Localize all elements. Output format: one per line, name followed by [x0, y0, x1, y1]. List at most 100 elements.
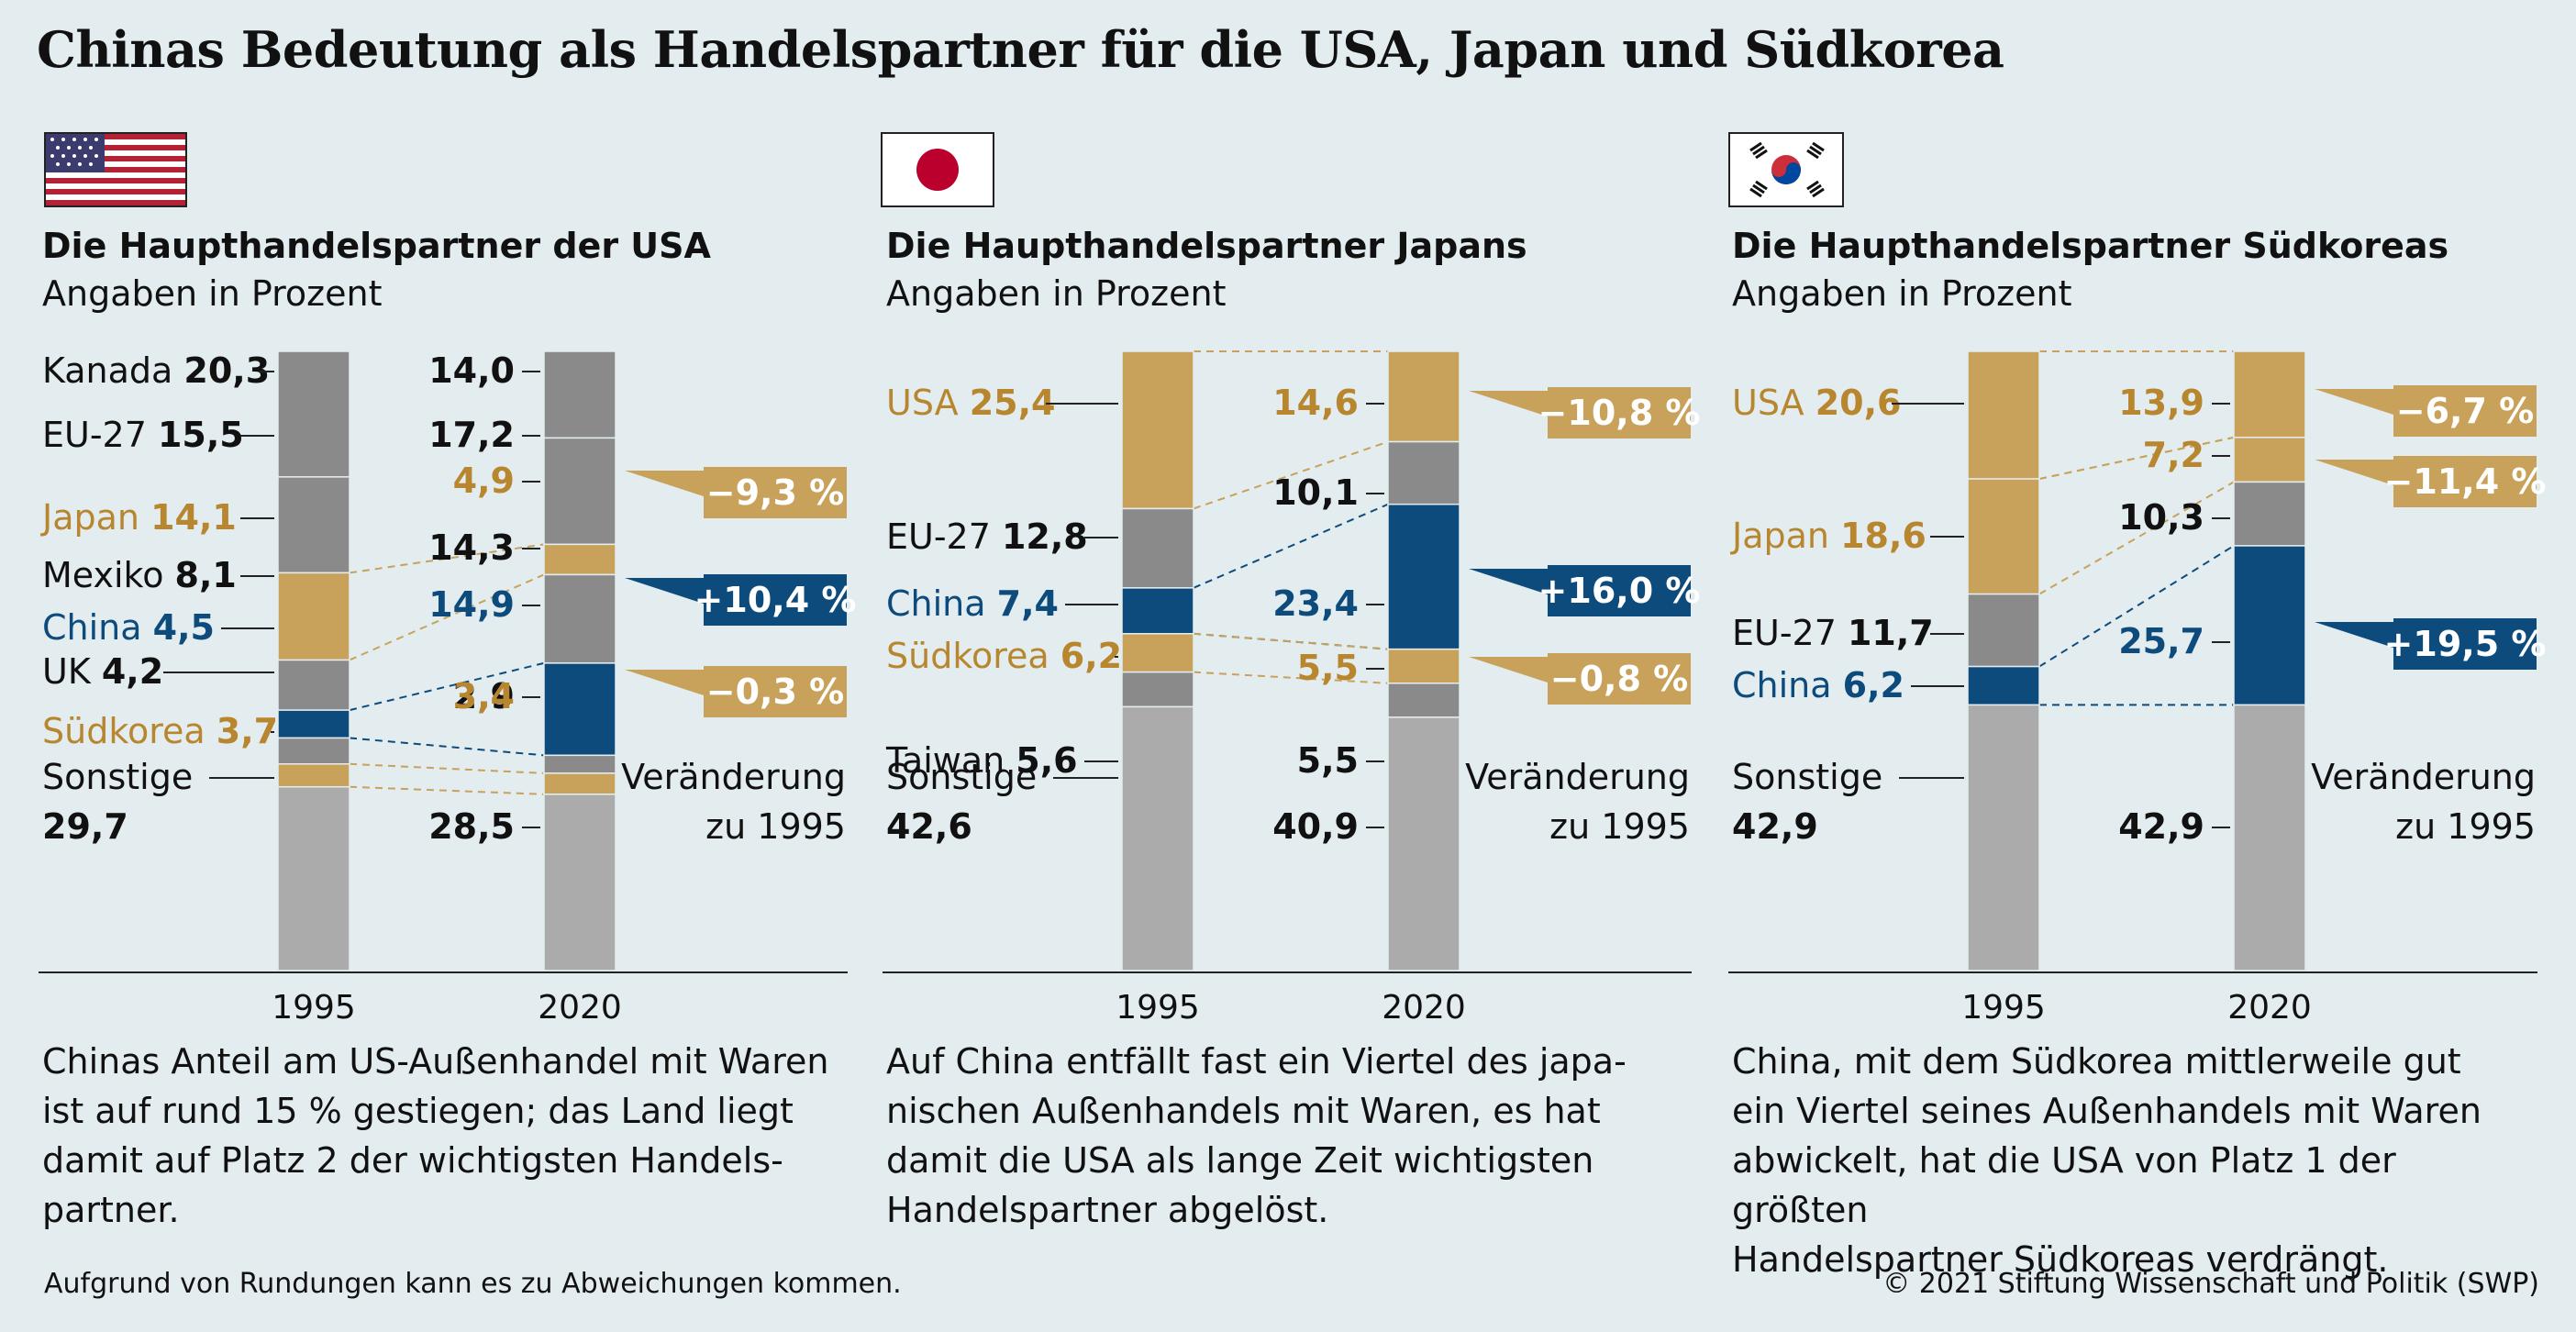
badge-pointer	[1469, 391, 1548, 416]
value-label: 3,4	[453, 676, 515, 716]
series-label: EU-27 15,5	[42, 415, 244, 455]
x-tick-label: 2020	[538, 989, 622, 1027]
change-badge: −0,3 %	[625, 666, 847, 717]
change-value: +19,5 %	[2384, 624, 2547, 664]
bar-segment	[1387, 440, 1460, 505]
panel-description: Chinas Anteil am US-Außenhandel mit Ware…	[42, 1041, 829, 1230]
connector-line	[1193, 503, 1389, 589]
connector-line	[349, 573, 545, 661]
bar-segment	[1387, 683, 1460, 718]
change-badge: +10,4 %	[625, 574, 856, 626]
series-label: USA 20,6	[1732, 383, 1901, 423]
badge-pointer	[2315, 622, 2393, 648]
series-label: Sonstige	[42, 757, 193, 797]
bar-segment	[1387, 648, 1460, 684]
series-label: UK 4,2	[42, 651, 163, 692]
change-value: −9,3 %	[706, 472, 844, 513]
bar-segment	[1967, 704, 2040, 971]
panel-title: Die Haupthandelspartner Südkoreas	[1732, 226, 2449, 266]
series-label: Japan 14,1	[40, 497, 237, 538]
value-label: 14,6	[1272, 383, 1359, 423]
bar-segment	[277, 737, 350, 765]
badge-pointer	[1469, 657, 1548, 683]
bar-segment	[1967, 593, 2040, 668]
panel-subtitle: Angaben in Prozent	[1732, 273, 2072, 314]
bar-segment	[1121, 587, 1194, 635]
badge-pointer	[1469, 569, 1548, 594]
badge-pointer	[2315, 460, 2393, 485]
change-badge: +16,0 %	[1469, 565, 1700, 616]
bar-segment	[543, 543, 616, 576]
value-label: 28,5	[428, 806, 515, 847]
series-label: Sonstige	[1732, 757, 1882, 797]
panel-title: Die Haupthandelspartner der USA	[42, 226, 711, 266]
change-caption: Veränderung	[1465, 757, 1690, 797]
bar-segment	[2233, 437, 2306, 483]
badge-pointer	[2315, 389, 2393, 415]
badge-box	[2393, 385, 2537, 437]
series-label: Taiwan 5,6	[885, 740, 1078, 781]
value-label: 40,9	[1272, 806, 1359, 847]
x-tick-label: 1995	[1116, 989, 1200, 1027]
change-value: −0,3 %	[706, 672, 844, 712]
badge-pointer	[625, 670, 704, 695]
change-badge: −11,4 %	[2315, 456, 2546, 507]
x-tick-label: 1995	[1961, 989, 2046, 1027]
change-value: +10,4 %	[694, 580, 857, 620]
stacked-bar-chart: 1995 2020 USA 25,4 14,6 EU-27 12,8 10,1 China …	[883, 350, 1700, 1027]
series-label: China 6,2	[1732, 665, 1904, 705]
value-label: 17,2	[428, 415, 515, 455]
panel-south-korea: Die Haupthandelspartner Südkoreas Angabe…	[1725, 128, 2550, 1280]
change-value: +16,0 %	[1538, 571, 1701, 611]
change-value: −10,8 %	[1538, 393, 1701, 433]
bar-segment	[1121, 507, 1194, 589]
change-badge: −10,8 %	[1469, 387, 1700, 438]
bar-segment	[277, 572, 350, 661]
value-label: 2,9	[453, 676, 515, 716]
change-caption: zu 1995	[705, 806, 846, 847]
change-badge: −0,8 %	[1469, 653, 1691, 705]
change-caption: zu 1995	[2395, 806, 2536, 847]
south-korea-flag-icon	[1728, 132, 1844, 207]
connector-line	[349, 762, 545, 774]
series-label: China 4,5	[42, 607, 215, 648]
badge-box	[1548, 653, 1691, 705]
bar-segment	[543, 794, 616, 971]
panel-description: China, mit dem Südkorea mittlerweile gut…	[1732, 1041, 2482, 1280]
series-label: USA 25,4	[886, 383, 1055, 423]
series-label: EU-27 11,7	[1732, 613, 1934, 653]
change-value: −11,4 %	[2384, 461, 2547, 502]
series-label: Kanada 20,3	[42, 350, 270, 391]
connector-line	[349, 737, 545, 757]
bar-segment	[2233, 350, 2306, 438]
bar-segment	[1387, 350, 1460, 443]
change-badge: +19,5 %	[2315, 618, 2546, 670]
connector-line	[2038, 436, 2235, 481]
badge-pointer	[625, 471, 704, 496]
badge-box	[704, 666, 847, 717]
badge-box	[2393, 456, 2537, 507]
x-tick-label: 2020	[2227, 989, 2312, 1027]
value-label: 42,6	[886, 806, 972, 847]
connector-line	[1193, 632, 1389, 650]
footnote: Aufgrund von Rundungen kann es zu Abweic…	[44, 1268, 902, 1300]
value-label: 10,1	[1272, 472, 1359, 513]
value-label: 10,3	[2118, 497, 2204, 538]
bar-segment	[277, 709, 350, 739]
bar-segment	[1967, 665, 2040, 706]
value-label: 14,3	[428, 527, 515, 568]
panel-japan: Die Haupthandelspartner Japans Angaben i…	[879, 128, 1704, 1248]
value-label: 25,7	[2118, 621, 2204, 661]
bar-segment	[277, 350, 350, 478]
change-caption: zu 1995	[1549, 806, 1690, 847]
change-badge: −9,3 %	[625, 467, 847, 518]
value-label: 5,5	[1297, 648, 1359, 688]
connector-line	[1193, 671, 1389, 684]
bar-segment	[543, 573, 616, 664]
bar-segment	[2233, 545, 2306, 706]
series-label: Sonstige	[886, 757, 1037, 797]
page-title: Chinas Bedeutung als Handelspartner für …	[37, 20, 2004, 79]
bar-segment	[543, 437, 616, 546]
series-label: China 7,4	[886, 583, 1059, 624]
change-caption: Veränderung	[2311, 757, 2536, 797]
